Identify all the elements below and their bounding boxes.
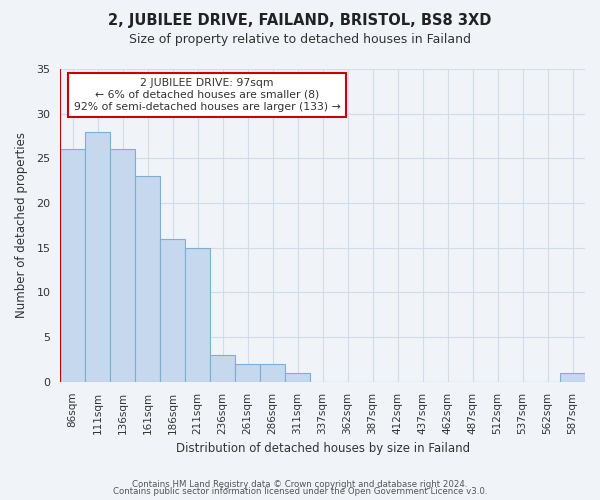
Y-axis label: Number of detached properties: Number of detached properties [15,132,28,318]
Bar [210,355,235,382]
Bar [60,150,85,382]
Text: Contains public sector information licensed under the Open Government Licence v3: Contains public sector information licen… [113,488,487,496]
Bar [285,373,310,382]
Text: 2, JUBILEE DRIVE, FAILAND, BRISTOL, BS8 3XD: 2, JUBILEE DRIVE, FAILAND, BRISTOL, BS8 … [109,12,491,28]
Bar [110,150,135,382]
Bar [260,364,285,382]
Text: 2 JUBILEE DRIVE: 97sqm
← 6% of detached houses are smaller (8)
92% of semi-detac: 2 JUBILEE DRIVE: 97sqm ← 6% of detached … [74,78,341,112]
Bar [560,373,585,382]
Text: Size of property relative to detached houses in Failand: Size of property relative to detached ho… [129,32,471,46]
Text: Contains HM Land Registry data © Crown copyright and database right 2024.: Contains HM Land Registry data © Crown c… [132,480,468,489]
Bar [135,176,160,382]
Bar [185,248,210,382]
X-axis label: Distribution of detached houses by size in Failand: Distribution of detached houses by size … [176,442,470,455]
Bar [160,239,185,382]
Bar [235,364,260,382]
Bar [85,132,110,382]
